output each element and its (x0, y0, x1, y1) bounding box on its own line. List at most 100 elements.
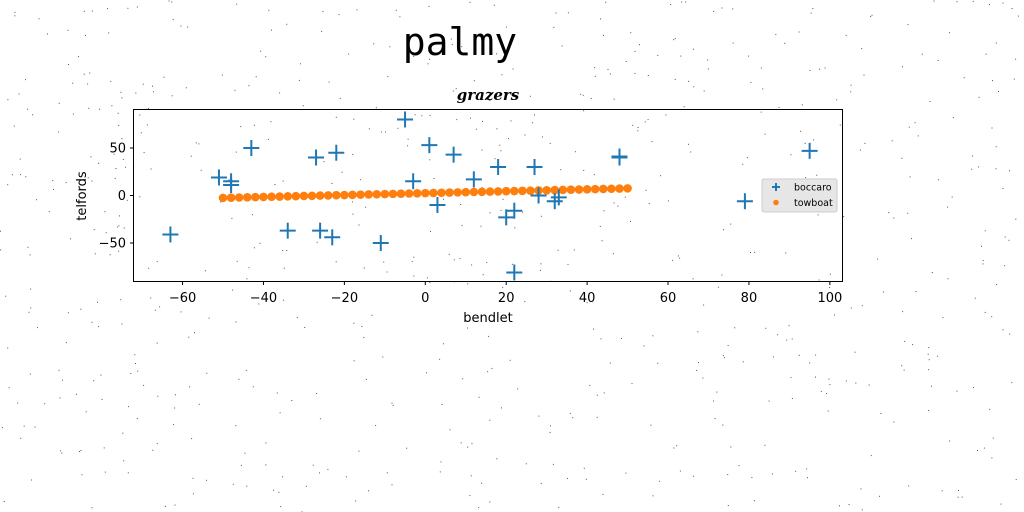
noise-dot (721, 274, 723, 276)
noise-dot (692, 278, 694, 280)
noise-dot (941, 490, 943, 492)
legend-marker-boccaro (772, 183, 780, 191)
noise-dot (137, 370, 139, 372)
noise-dot (361, 326, 363, 327)
noise-dot (491, 367, 493, 369)
noise-dot (790, 377, 792, 378)
noise-dot (648, 202, 650, 204)
noise-dot (353, 322, 355, 324)
noise-dot (815, 354, 817, 356)
noise-dot (104, 471, 106, 473)
noise-dot (236, 3, 238, 5)
boccaro-point (490, 159, 507, 175)
noise-dot (703, 90, 705, 92)
noise-dot (268, 9, 270, 11)
noise-dot (893, 421, 895, 423)
noise-dot (171, 1, 173, 3)
noise-dot (440, 461, 442, 463)
noise-dot (282, 476, 284, 478)
noise-dot (630, 220, 631, 222)
noise-dot (1002, 188, 1004, 189)
noise-dot (998, 91, 999, 92)
noise-dot (730, 446, 732, 448)
noise-dot (371, 314, 373, 316)
noise-dot (459, 258, 461, 260)
noise-dot (25, 79, 26, 81)
noise-dot (120, 299, 122, 301)
noise-dot (65, 342, 67, 344)
noise-dot (540, 482, 542, 484)
noise-dot (860, 488, 862, 490)
noise-dot (500, 150, 502, 152)
noise-dot (538, 415, 540, 417)
noise-dot (7, 99, 9, 101)
noise-dot (122, 159, 124, 160)
noise-dot (150, 297, 152, 299)
noise-dot (855, 382, 857, 384)
noise-dot (84, 35, 86, 36)
noise-dot (429, 281, 431, 283)
boccaro-point (397, 111, 414, 128)
noise-dot (278, 491, 280, 493)
noise-dot (801, 104, 803, 106)
noise-dot (91, 321, 93, 323)
noise-dot (813, 139, 815, 141)
noise-dot (143, 384, 145, 386)
noise-dot (502, 287, 504, 289)
towboat-point (429, 188, 438, 198)
noise-dot (828, 378, 830, 380)
noise-dot (461, 224, 463, 226)
noise-dot (387, 76, 389, 78)
boccaro-point (445, 146, 462, 163)
noise-dot (331, 183, 333, 184)
noise-dot (995, 168, 997, 170)
noise-dot (632, 124, 634, 126)
noise-dot (982, 260, 984, 262)
noise-dot (265, 56, 267, 58)
noise-dot (78, 56, 79, 58)
noise-dot (17, 402, 19, 404)
noise-dot (428, 5, 430, 7)
noise-dot (130, 373, 132, 374)
noise-dot (951, 196, 953, 198)
noise-dot (988, 4, 990, 5)
noise-dot (5, 295, 7, 297)
noise-dot (100, 374, 102, 376)
noise-dot (816, 174, 818, 176)
noise-dot (255, 76, 257, 78)
noise-dot (602, 493, 604, 495)
noise-dot (312, 464, 314, 466)
noise-dot (121, 138, 123, 140)
noise-dot (931, 272, 933, 273)
noise-dot (668, 200, 669, 202)
noise-dot (511, 263, 513, 265)
noise-dot (991, 127, 993, 129)
noise-dot (660, 175, 662, 177)
boccaro-point (405, 173, 422, 190)
noise-dot (152, 85, 153, 87)
noise-dot (1015, 479, 1017, 481)
noise-dot (870, 16, 872, 17)
noise-dot (156, 261, 158, 263)
noise-dot (48, 211, 50, 213)
noise-dot (850, 307, 852, 309)
noise-dot (61, 452, 63, 454)
noise-dot (152, 449, 154, 451)
noise-dot (583, 467, 585, 469)
noise-dot (532, 122, 534, 124)
noise-dot (652, 495, 654, 497)
noise-dot (693, 475, 695, 477)
noise-dot (406, 447, 408, 449)
noise-dot (496, 128, 498, 130)
noise-dot (791, 338, 793, 340)
boccaro-point (279, 222, 296, 239)
noise-dot (762, 88, 764, 90)
noise-dot (25, 176, 27, 178)
noise-dot (613, 98, 615, 100)
towboat-point (558, 185, 568, 195)
noise-dot (542, 136, 543, 138)
noise-dot (413, 55, 415, 57)
towboat-point (615, 184, 624, 193)
noise-dot (360, 179, 362, 181)
noise-dot (567, 12, 569, 14)
